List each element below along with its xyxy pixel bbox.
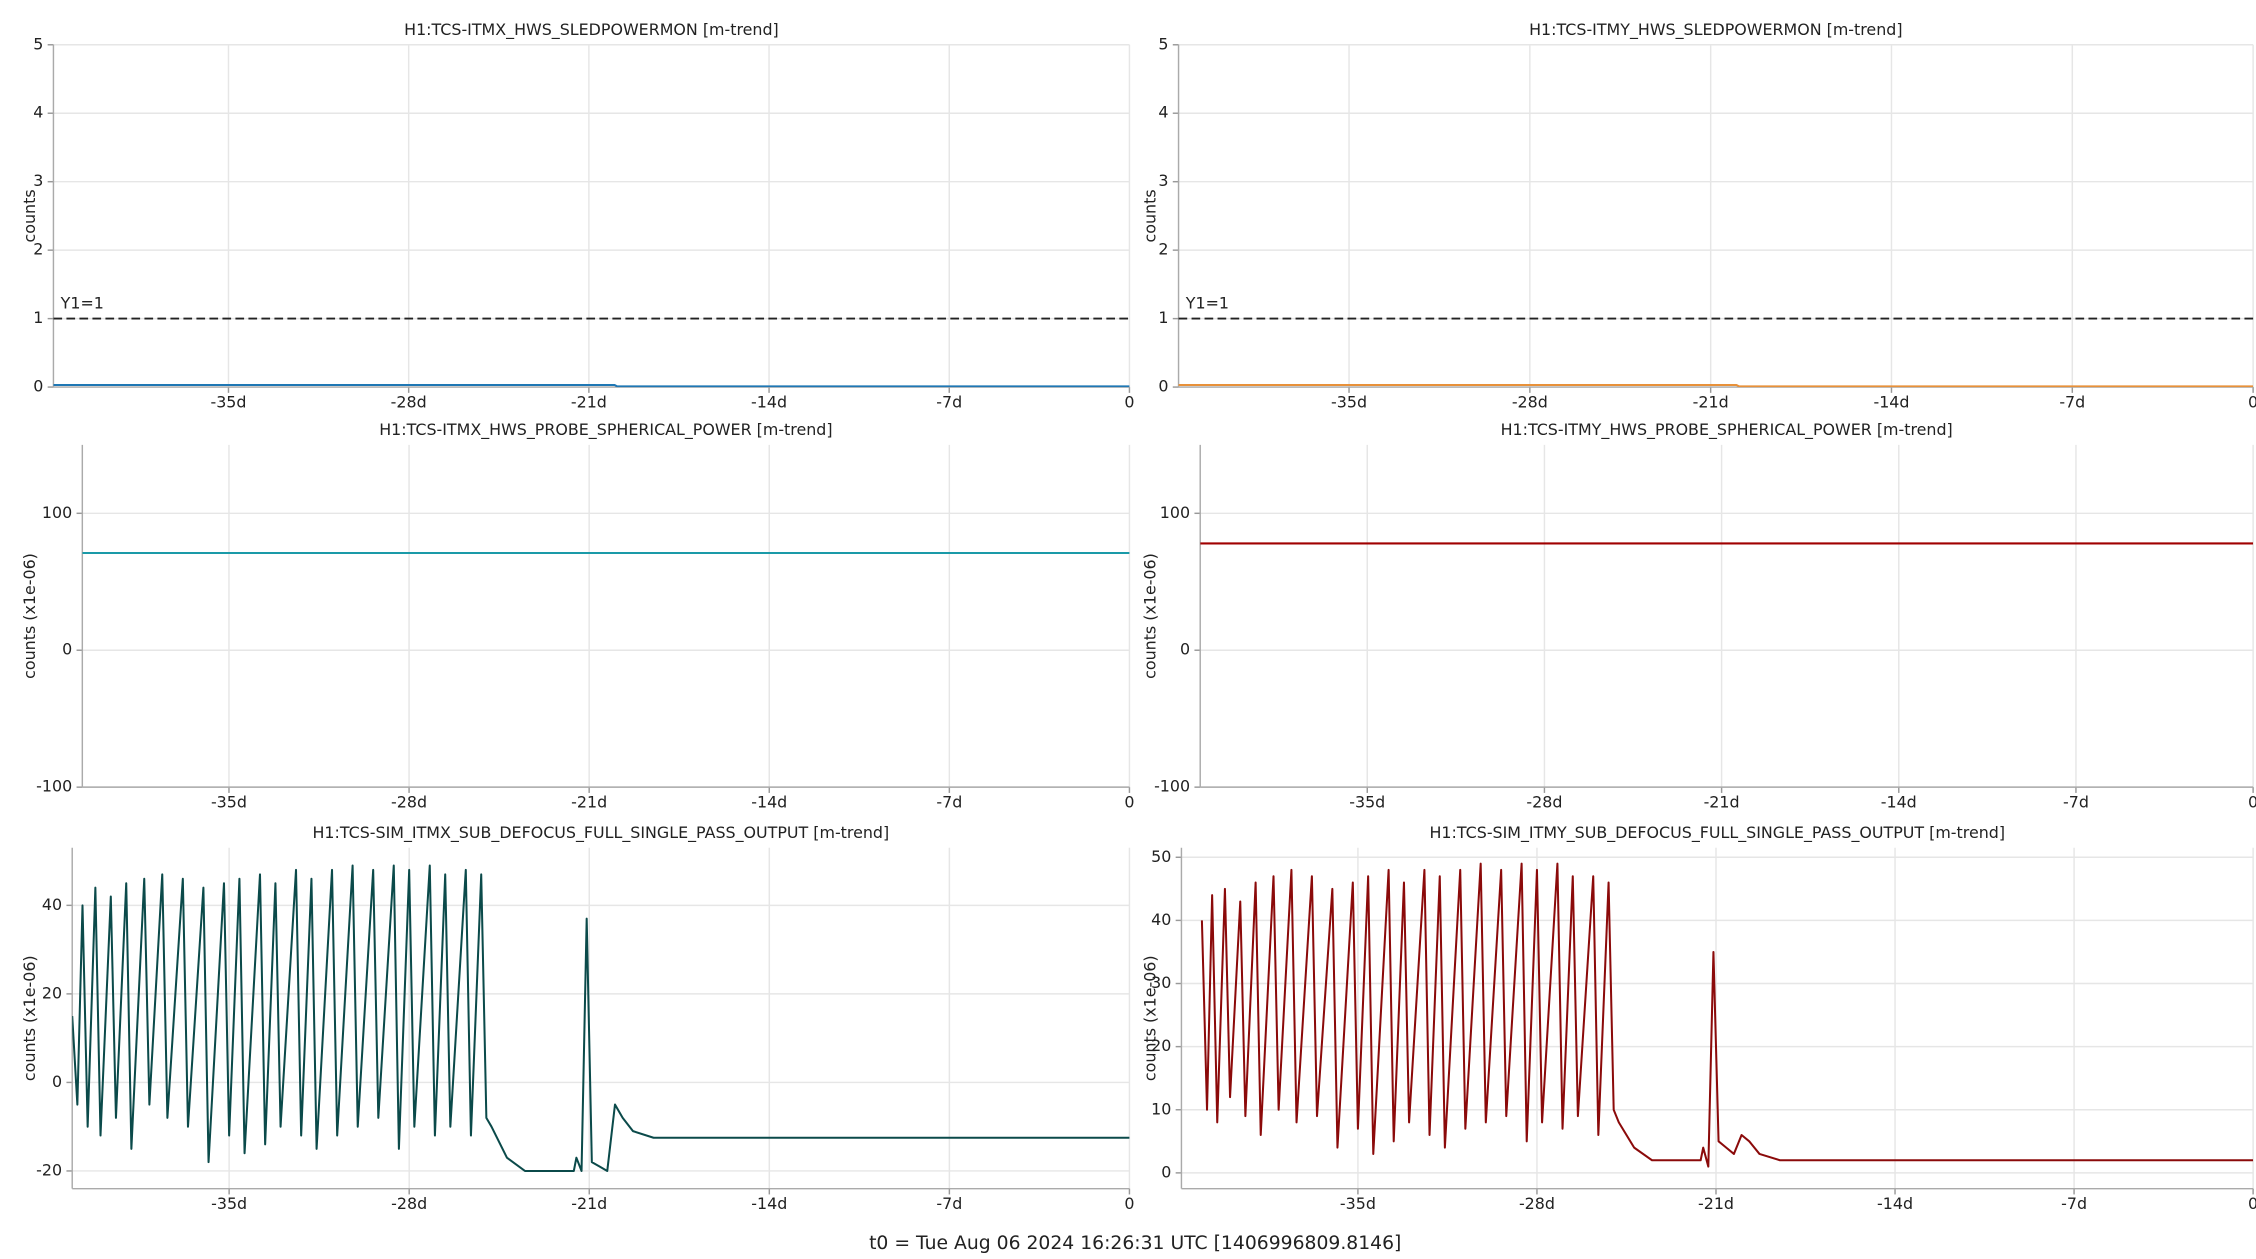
y-axis-label: counts (x1e-06) bbox=[1141, 553, 1160, 679]
x-tick-label: 0 bbox=[1124, 1194, 1134, 1213]
subplot: H1:TCS-ITMY_HWS_PROBE_SPHERICAL_POWER [m… bbox=[1141, 420, 2256, 812]
x-tick-label: 0 bbox=[1124, 392, 1134, 411]
y-tick-label: 4 bbox=[33, 103, 43, 122]
x-tick-label: -35d bbox=[1340, 1194, 1376, 1213]
y-tick-label: 3 bbox=[1158, 171, 1168, 190]
x-tick-label: -28d bbox=[1526, 793, 1562, 812]
x-tick-label: -7d bbox=[936, 1194, 962, 1213]
x-tick-label: -21d bbox=[571, 1194, 607, 1213]
subplot: H1:TCS-ITMX_HWS_PROBE_SPHERICAL_POWER [m… bbox=[20, 420, 1135, 812]
x-tick-label: 0 bbox=[2248, 1194, 2256, 1213]
y-axis-label: counts (x1e-06) bbox=[20, 955, 39, 1081]
reference-label: Y1=1 bbox=[1185, 294, 1229, 313]
y-tick-label: 5 bbox=[1158, 34, 1168, 53]
x-tick-label: -14d bbox=[1881, 793, 1917, 812]
y-tick-label: 0 bbox=[1161, 1162, 1171, 1181]
y-tick-label: 0 bbox=[1180, 640, 1190, 659]
y-tick-label: 0 bbox=[33, 377, 43, 396]
y-tick-label: 100 bbox=[42, 503, 72, 522]
x-tick-label: -28d bbox=[1512, 392, 1548, 411]
x-tick-label: -28d bbox=[391, 1194, 427, 1213]
subplot: H1:TCS-ITMY_HWS_SLEDPOWERMON [m-trend] co… bbox=[1141, 20, 2256, 412]
y-tick-label: 1 bbox=[1158, 308, 1168, 327]
y-tick-label: -100 bbox=[1154, 777, 1190, 796]
y-tick-label: 2 bbox=[33, 240, 43, 259]
x-tick-label: -14d bbox=[1877, 1194, 1913, 1213]
y-tick-label: 30 bbox=[1151, 973, 1171, 992]
series-line bbox=[72, 864, 1130, 1172]
series-line bbox=[1178, 384, 2254, 388]
x-tick-label: -7d bbox=[936, 793, 962, 812]
x-tick-label: 0 bbox=[1124, 793, 1134, 812]
subplot-title: H1:TCS-ITMY_HWS_PROBE_SPHERICAL_POWER [m… bbox=[1501, 420, 1953, 440]
y-axis-label: counts (x1e-06) bbox=[1141, 955, 1160, 1081]
y-tick-label: -20 bbox=[36, 1160, 62, 1179]
y-tick-label: 4 bbox=[1158, 103, 1168, 122]
x-tick-label: -35d bbox=[211, 793, 247, 812]
y-tick-label: 100 bbox=[1160, 503, 1190, 522]
y-tick-label: 2 bbox=[1158, 240, 1168, 259]
subplot-title: H1:TCS-SIM_ITMX_SUB_DEFOCUS_FULL_SINGLE_… bbox=[312, 823, 889, 843]
subplot: H1:TCS-ITMX_HWS_SLEDPOWERMON [m-trend] co… bbox=[20, 20, 1135, 412]
x-tick-label: -7d bbox=[936, 392, 962, 411]
x-tick-label: -35d bbox=[210, 392, 246, 411]
subplot: H1:TCS-SIM_ITMX_SUB_DEFOCUS_FULL_SINGLE_… bbox=[20, 823, 1135, 1213]
x-tick-label: -28d bbox=[391, 793, 427, 812]
y-axis-label: counts (x1e-06) bbox=[20, 553, 39, 679]
y-tick-label: -100 bbox=[36, 777, 72, 796]
x-tick-label: -28d bbox=[391, 392, 427, 411]
x-tick-label: -35d bbox=[211, 1194, 247, 1213]
x-tick-label: 0 bbox=[2248, 392, 2256, 411]
y-tick-label: 40 bbox=[42, 895, 62, 914]
series-line bbox=[53, 384, 1130, 388]
subplot: H1:TCS-SIM_ITMY_SUB_DEFOCUS_FULL_SINGLE_… bbox=[1141, 823, 2256, 1213]
subplot-title: H1:TCS-ITMX_HWS_SLEDPOWERMON [m-trend] bbox=[404, 20, 779, 40]
y-tick-label: 40 bbox=[1151, 910, 1171, 929]
x-tick-label: -21d bbox=[571, 392, 607, 411]
x-tick-label: -14d bbox=[751, 392, 787, 411]
x-tick-label: -7d bbox=[2063, 793, 2089, 812]
y-tick-label: 10 bbox=[1151, 1099, 1171, 1118]
y-tick-label: 20 bbox=[1151, 1036, 1171, 1055]
subplot-title: H1:TCS-ITMX_HWS_PROBE_SPHERICAL_POWER [m… bbox=[379, 420, 832, 440]
y-tick-label: 5 bbox=[33, 34, 43, 53]
x-tick-label: -28d bbox=[1519, 1194, 1555, 1213]
x-tick-label: -35d bbox=[1331, 392, 1367, 411]
x-tick-label: -14d bbox=[751, 793, 787, 812]
y-tick-label: 0 bbox=[62, 640, 72, 659]
reference-label: Y1=1 bbox=[60, 294, 104, 313]
footer: t0 = Tue Aug 06 2024 16:26:31 UTC [14069… bbox=[869, 1233, 1401, 1254]
x-tick-label: -14d bbox=[1873, 392, 1909, 411]
x-tick-label: -7d bbox=[2059, 392, 2085, 411]
subplot-title: H1:TCS-ITMY_HWS_SLEDPOWERMON [m-trend] bbox=[1529, 20, 1902, 40]
x-tick-label: 0 bbox=[2248, 793, 2256, 812]
y-tick-label: 0 bbox=[52, 1072, 62, 1091]
x-tick-label: -35d bbox=[1349, 793, 1385, 812]
x-tick-label: -21d bbox=[1698, 1194, 1734, 1213]
y-tick-label: 20 bbox=[42, 983, 62, 1002]
subplot-title: H1:TCS-SIM_ITMY_SUB_DEFOCUS_FULL_SINGLE_… bbox=[1430, 823, 2006, 843]
series-line bbox=[1200, 862, 2254, 1168]
x-tick-label: -21d bbox=[1693, 392, 1729, 411]
x-tick-label: -21d bbox=[571, 793, 607, 812]
y-tick-label: 1 bbox=[33, 308, 43, 327]
y-tick-label: 50 bbox=[1151, 847, 1171, 866]
y-tick-label: 3 bbox=[33, 171, 43, 190]
x-tick-label: -21d bbox=[1704, 793, 1740, 812]
x-tick-label: -7d bbox=[2061, 1194, 2087, 1213]
y-tick-label: 0 bbox=[1158, 377, 1168, 396]
y-axis-label: counts bbox=[1141, 189, 1160, 242]
y-axis-label: counts bbox=[20, 189, 39, 242]
x-tick-label: -14d bbox=[751, 1194, 787, 1213]
